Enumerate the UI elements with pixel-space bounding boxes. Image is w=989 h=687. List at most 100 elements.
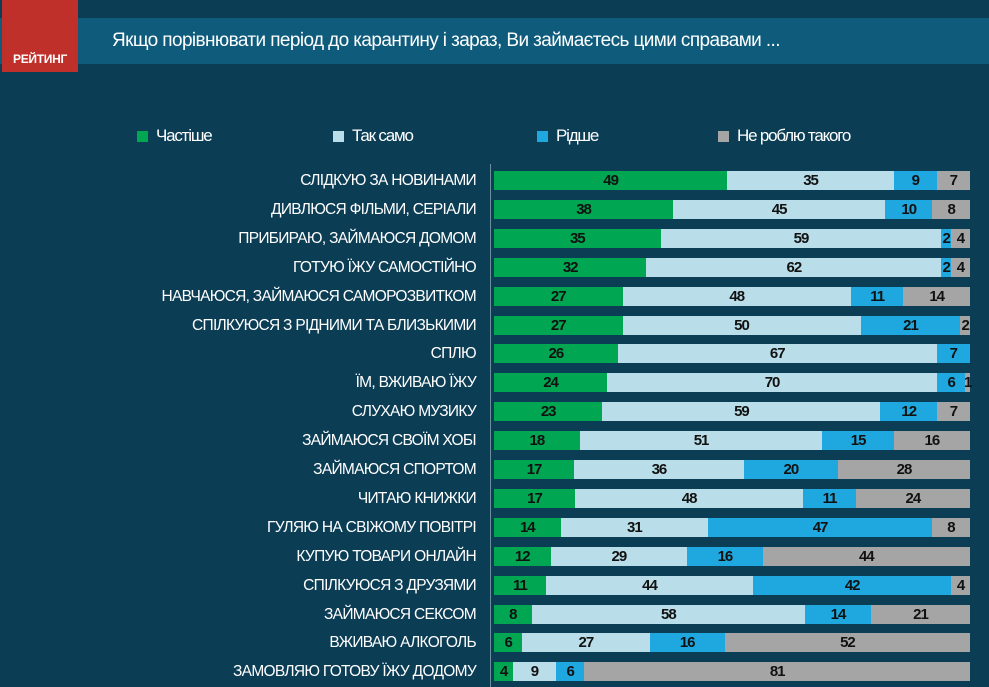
bar-segment: 67	[617, 344, 937, 364]
data-label: 31	[627, 518, 643, 536]
data-label: 50	[734, 316, 750, 334]
data-label: 48	[729, 287, 745, 305]
category-label: СПІЛКУЮСЯ З РІДНИМИ ТА БЛИЗЬКИМИ	[192, 316, 477, 334]
category-label: ЇМ, ВЖИВАЮ ЇЖУ	[355, 374, 477, 392]
data-label: 49	[603, 172, 619, 189]
data-label: 51	[693, 432, 710, 450]
data-label: 4	[499, 663, 508, 681]
bar-segment: 62	[646, 257, 942, 277]
data-label: 4	[956, 576, 965, 594]
bar-segment: 2	[941, 228, 951, 248]
bar-segment: 8	[494, 604, 532, 624]
legend-item: Не роблю такого	[718, 126, 851, 145]
bar-row: 12 29 16 44	[494, 546, 970, 566]
bar-segment: 48	[574, 488, 804, 508]
data-label: 67	[769, 345, 786, 363]
bar-segment: 7	[936, 344, 970, 364]
bar-segment: 32	[494, 257, 647, 277]
data-label: 52	[840, 634, 856, 652]
data-label: 7	[949, 403, 958, 421]
data-label: 16	[679, 634, 696, 652]
data-label: 44	[642, 576, 658, 594]
data-label: 2	[942, 229, 951, 247]
data-label: 70	[764, 374, 781, 392]
bar-segment: 16	[649, 633, 725, 653]
data-label: 59	[734, 403, 750, 421]
bar-segment: 11	[494, 575, 546, 595]
bar-segment: 9	[513, 662, 556, 682]
data-label: 18	[529, 432, 545, 450]
data-label: 14	[519, 518, 536, 536]
data-label: 15	[850, 432, 867, 450]
bar-segment: 8	[932, 199, 970, 219]
bar-row: 18 51 15 16	[494, 431, 970, 451]
bar-row: 23 59 12 7	[494, 402, 970, 422]
category-label: СПІЛКУЮСЯ З ДРУЗЯМИ	[303, 576, 477, 594]
data-label: 12	[514, 547, 531, 565]
legend-label: Рідше	[556, 126, 599, 145]
data-label: 14	[929, 287, 945, 305]
category-label: СЛУХАЮ МУЗИКУ	[351, 403, 477, 421]
bar-segment: 45	[673, 199, 886, 219]
bar-segment: 27	[522, 633, 650, 653]
category-label: ЗАЙМАЮСЯ СПОРТОМ	[313, 461, 477, 478]
data-label: 9	[911, 172, 920, 189]
bar-row: 17 36 20 28	[494, 460, 970, 479]
data-label: 36	[651, 461, 668, 478]
category-label: ГОТУЮ ЇЖУ САМОСТІЙНО	[293, 258, 477, 276]
bar-segment: 42	[753, 575, 952, 595]
bar-row: 49 35 9 7	[494, 171, 970, 190]
rating-logo: РЕЙТИНГ	[2, 0, 78, 72]
data-label: 27	[578, 634, 595, 652]
bar-segment: 36	[574, 460, 744, 479]
bar-segment: 24	[494, 373, 608, 393]
bar-segment: 21	[860, 315, 961, 335]
chart-title: Якщо порівнювати період до карантину і з…	[112, 30, 781, 51]
bar-row: 6 27 16 52	[494, 633, 970, 653]
data-label: 11	[822, 489, 838, 507]
bar-segment: 70	[607, 373, 937, 393]
data-label: 2	[961, 316, 970, 334]
bar-segment: 44	[545, 575, 754, 595]
bar-row: 24 70 6 1	[494, 373, 972, 393]
category-label: ДИВЛЮСЯ ФІЛЬМИ, СЕРІАЛИ	[271, 200, 477, 218]
data-label: 23	[540, 403, 557, 421]
data-label: 11	[870, 287, 885, 305]
bar-segment: 23	[494, 402, 603, 422]
bar-segment: 59	[660, 228, 942, 248]
data-label: 42	[844, 576, 861, 594]
bar-row: 38 45 10 8	[494, 199, 970, 219]
data-label: 35	[569, 229, 586, 247]
bar-segment: 50	[622, 315, 861, 335]
bar-row: 14 31 47 8	[494, 517, 970, 537]
bar-segment: 35	[494, 228, 661, 248]
bar-segment: 44	[762, 546, 970, 566]
bar-segment: 11	[803, 488, 856, 508]
bar-segment: 49	[494, 171, 728, 190]
data-label: 17	[527, 489, 543, 507]
category-label: СЛІДКУЮ ЗА НОВИНАМИ	[300, 172, 476, 189]
bar-segment: 31	[560, 517, 709, 537]
bar-segment: 7	[936, 171, 970, 190]
data-label: 47	[812, 518, 829, 536]
data-label: 32	[562, 258, 579, 276]
bar-segment: 10	[885, 199, 933, 219]
legend-label: Так само	[352, 126, 414, 145]
legend-item: Так само	[333, 126, 414, 145]
bar-segment: 12	[494, 546, 551, 566]
data-label: 6	[947, 374, 955, 392]
bar-row: 17 48 11 24	[494, 488, 970, 508]
data-label: 35	[803, 172, 819, 189]
legend-label: Частіше	[156, 126, 213, 145]
bar-segment: 1	[964, 373, 972, 393]
category-label: КУПУЮ ТОВАРИ ОНЛАЙН	[296, 547, 476, 565]
bar-segment: 27	[494, 315, 623, 335]
data-label: 26	[548, 345, 565, 363]
data-label: 24	[543, 374, 559, 392]
data-label: 28	[896, 461, 913, 478]
bar-segment: 11	[850, 286, 904, 306]
bar-row: 27 50 21 2	[494, 315, 970, 335]
title-bar	[0, 18, 989, 64]
data-label: 12	[901, 403, 917, 421]
legend-swatch	[718, 130, 729, 142]
